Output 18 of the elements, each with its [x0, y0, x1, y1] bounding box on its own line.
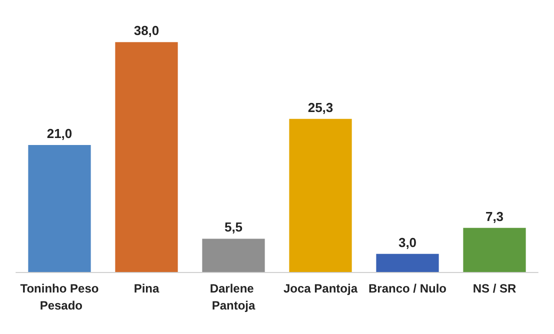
- data-label: 3,0: [398, 234, 417, 250]
- x-tick-label: Darlene Pantoja: [210, 282, 258, 312]
- x-tick-label: Pina: [134, 282, 160, 296]
- bar: [28, 144, 91, 272]
- bar: [463, 228, 526, 272]
- data-label: 38,0: [134, 23, 160, 38]
- bar: [115, 42, 178, 272]
- bar: [202, 238, 265, 272]
- data-label: 25,3: [308, 100, 334, 115]
- x-tick-label: Toninho Peso Pesado: [20, 282, 99, 312]
- data-label: 21,0: [46, 126, 72, 141]
- x-tick-label: Branco / Nulo: [368, 282, 447, 296]
- data-label: 5,5: [224, 220, 243, 235]
- bar: [289, 118, 352, 272]
- bar: [376, 254, 439, 272]
- x-tick-label: Joca Pantoja: [283, 282, 358, 296]
- x-tick-label: NS / SR: [472, 282, 517, 296]
- data-label: 7,3: [485, 208, 504, 224]
